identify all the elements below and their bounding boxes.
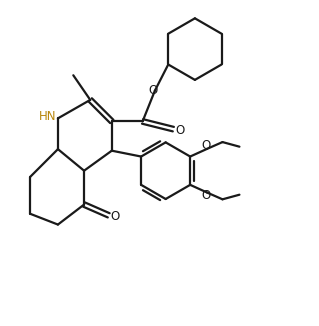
Text: O: O	[202, 139, 211, 152]
Text: O: O	[111, 210, 120, 223]
Text: O: O	[149, 84, 158, 97]
Text: O: O	[202, 189, 211, 202]
Text: O: O	[175, 124, 185, 137]
Text: HN: HN	[38, 110, 56, 123]
